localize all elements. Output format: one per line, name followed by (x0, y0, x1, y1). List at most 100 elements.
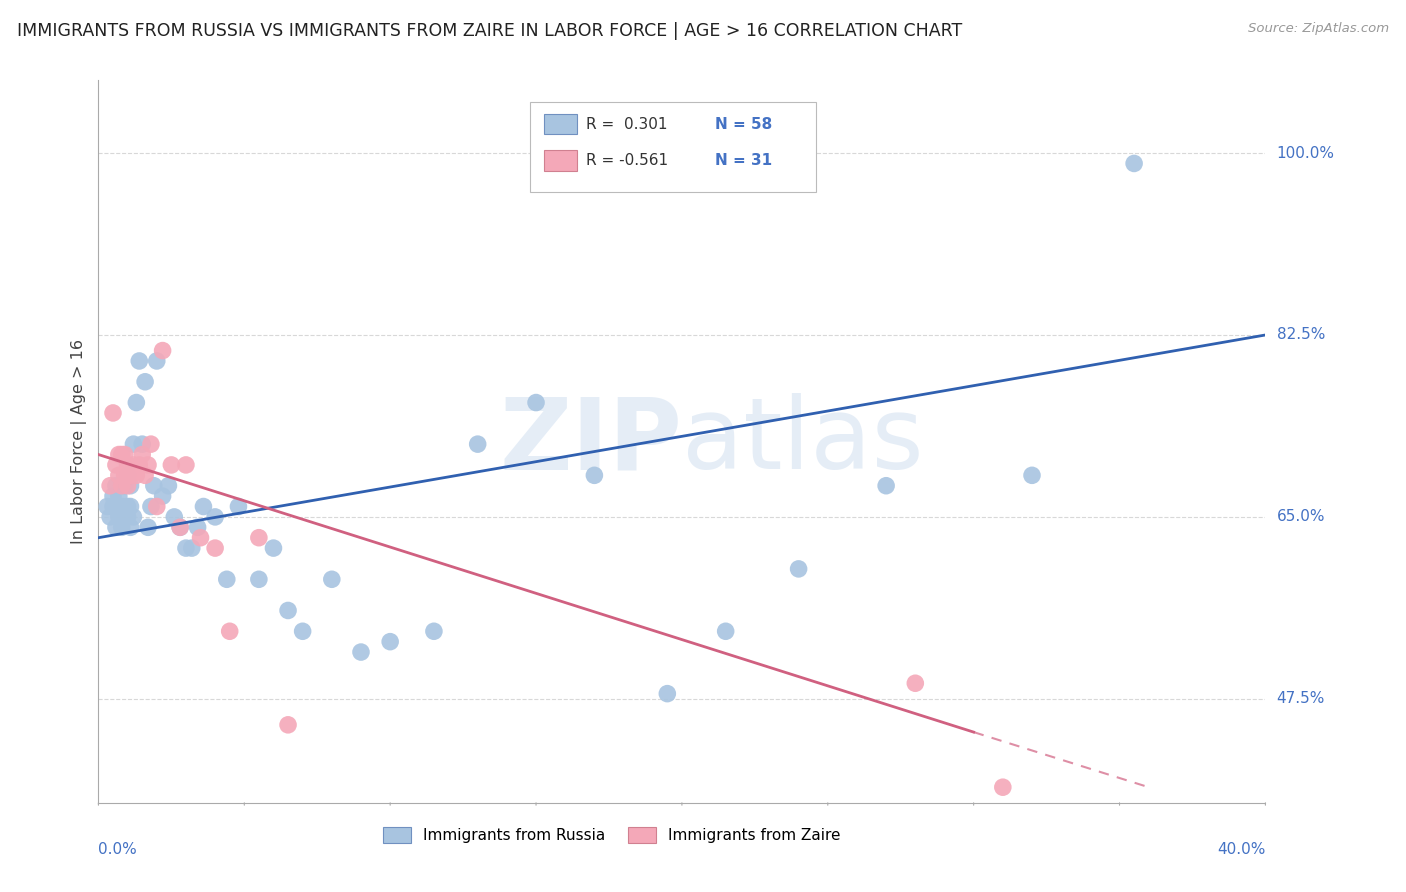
Point (204, 541, 226, 555)
Point (117, 479, 139, 493)
Point (136, 520, 159, 534)
Point (215, 572, 238, 586)
Point (108, 448, 131, 462)
Point (904, 676, 927, 690)
Point (1123, 156, 1146, 170)
Point (174, 541, 197, 555)
Point (134, 375, 156, 389)
Point (714, 624, 737, 639)
Point (152, 489, 174, 503)
Point (787, 562, 810, 576)
Point (193, 500, 215, 514)
Point (247, 572, 270, 586)
Point (114, 479, 136, 493)
Point (350, 645, 373, 659)
Point (321, 572, 343, 586)
Point (117, 500, 139, 514)
Point (125, 395, 148, 409)
Point (1021, 468, 1043, 483)
Text: N = 58: N = 58 (714, 117, 772, 132)
Text: ZIP: ZIP (499, 393, 682, 490)
Point (98, 479, 121, 493)
Legend: Immigrants from Russia, Immigrants from Zaire: Immigrants from Russia, Immigrants from … (377, 822, 846, 849)
Point (146, 354, 169, 368)
Point (111, 520, 134, 534)
Point (467, 437, 489, 451)
Point (101, 406, 124, 420)
Y-axis label: In Labor Force | Age > 16: In Labor Force | Age > 16 (72, 339, 87, 544)
Text: R =  0.301: R = 0.301 (586, 117, 668, 132)
Point (122, 509, 145, 524)
Point (190, 531, 212, 545)
Point (875, 479, 897, 493)
Point (114, 468, 136, 483)
Point (120, 500, 142, 514)
Point (117, 509, 139, 524)
Point (169, 520, 191, 534)
Point (169, 520, 191, 534)
Point (108, 468, 131, 483)
Point (139, 437, 162, 451)
Point (114, 448, 136, 462)
Point (134, 468, 156, 483)
Point (104, 479, 127, 493)
Point (122, 458, 145, 472)
Point (139, 500, 162, 514)
Point (117, 458, 139, 472)
Text: 65.0%: 65.0% (1277, 509, 1324, 524)
Point (108, 500, 131, 514)
Point (114, 509, 136, 524)
Point (291, 624, 314, 639)
Point (131, 448, 153, 462)
Point (111, 448, 134, 462)
Text: 47.5%: 47.5% (1277, 691, 1324, 706)
Text: 82.5%: 82.5% (1277, 327, 1324, 343)
Point (108, 509, 131, 524)
Point (146, 500, 169, 514)
Point (122, 437, 145, 451)
Point (180, 541, 202, 555)
Point (160, 458, 183, 472)
Text: Source: ZipAtlas.com: Source: ZipAtlas.com (1249, 22, 1389, 36)
Point (101, 500, 124, 514)
Point (111, 479, 134, 493)
Point (152, 343, 174, 358)
Point (120, 520, 142, 534)
Point (524, 395, 547, 409)
Text: 0.0%: 0.0% (98, 842, 138, 856)
FancyBboxPatch shape (544, 151, 576, 170)
Point (218, 624, 240, 639)
Point (163, 509, 186, 524)
FancyBboxPatch shape (530, 102, 815, 193)
Point (111, 500, 134, 514)
Point (174, 458, 197, 472)
Point (120, 479, 142, 493)
Point (131, 437, 153, 451)
Text: 100.0%: 100.0% (1277, 145, 1334, 161)
Point (277, 718, 299, 732)
Point (108, 489, 131, 503)
Text: atlas: atlas (682, 393, 924, 490)
Point (380, 634, 402, 648)
Point (142, 479, 165, 493)
Point (104, 520, 127, 534)
Text: 40.0%: 40.0% (1218, 842, 1265, 856)
FancyBboxPatch shape (544, 114, 576, 135)
Text: R = -0.561: R = -0.561 (586, 153, 668, 168)
Point (98, 509, 121, 524)
Point (228, 500, 250, 514)
Point (128, 458, 150, 472)
Point (277, 603, 299, 617)
Point (117, 468, 139, 483)
Point (204, 509, 226, 524)
Point (136, 458, 159, 472)
Point (128, 354, 150, 368)
Point (157, 479, 180, 493)
Point (187, 520, 209, 534)
Text: IMMIGRANTS FROM RUSSIA VS IMMIGRANTS FROM ZAIRE IN LABOR FORCE | AGE > 16 CORREL: IMMIGRANTS FROM RUSSIA VS IMMIGRANTS FRO… (17, 22, 962, 40)
Point (991, 780, 1014, 795)
Point (104, 458, 127, 472)
Point (657, 687, 679, 701)
Point (101, 489, 124, 503)
Point (120, 468, 142, 483)
